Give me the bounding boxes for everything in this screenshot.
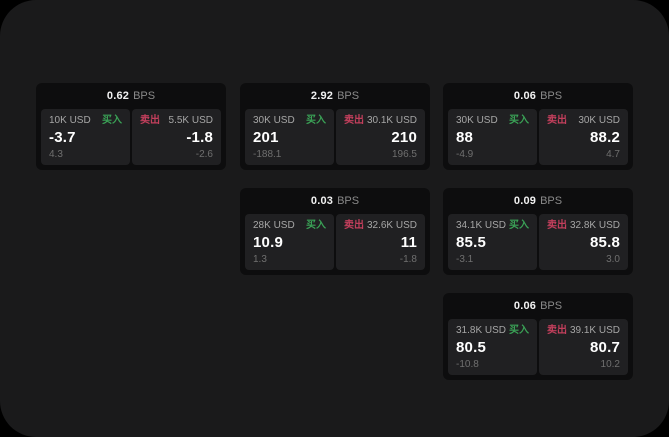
bps-value: 0.06 bbox=[513, 300, 537, 312]
buy-panel[interactable]: 30K USD 买入 201 -188.1 bbox=[245, 109, 334, 165]
buy-price: 85.5 bbox=[456, 233, 486, 251]
quote-panels: 28K USD 买入 10.9 1.3 卖出 32.6K USD 11 -1.8 bbox=[240, 214, 430, 275]
sell-sub-value: 4.7 bbox=[606, 149, 620, 160]
buy-price: 88 bbox=[456, 128, 474, 146]
buy-price: -3.7 bbox=[49, 128, 76, 146]
sell-amount: 30K USD bbox=[578, 115, 620, 126]
sell-amount: 32.6K USD bbox=[366, 220, 417, 231]
buy-side-label: 买入 bbox=[509, 220, 529, 231]
buy-price: 80.5 bbox=[456, 338, 486, 356]
buy-amount: 28K USD bbox=[253, 220, 295, 231]
bps-unit-label: BPS bbox=[540, 195, 563, 207]
sell-side-label: 卖出 bbox=[344, 220, 364, 231]
sell-amount: 30.1K USD bbox=[366, 115, 417, 126]
sell-sub-value: -1.8 bbox=[399, 254, 417, 265]
bps-value: 0.03 bbox=[310, 195, 334, 207]
buy-side-label: 买入 bbox=[306, 220, 326, 231]
bps-header: 0.09 BPS bbox=[443, 188, 633, 214]
sell-sub-value: 196.5 bbox=[391, 149, 417, 160]
buy-panel[interactable]: 34.1K USD 买入 85.5 -3.1 bbox=[448, 214, 537, 270]
sell-amount: 5.5K USD bbox=[168, 115, 213, 126]
buy-price: 201 bbox=[253, 128, 279, 146]
sell-sub-value: 3.0 bbox=[606, 254, 620, 265]
sell-panel[interactable]: 卖出 32.8K USD 85.8 3.0 bbox=[539, 214, 628, 270]
bps-value: 2.92 bbox=[310, 90, 334, 102]
bps-header: 2.92 BPS bbox=[240, 83, 430, 109]
sell-amount: 32.8K USD bbox=[569, 220, 620, 231]
bps-unit-label: BPS bbox=[540, 90, 563, 102]
buy-amount: 34.1K USD bbox=[456, 220, 507, 231]
buy-side-label: 买入 bbox=[102, 115, 122, 126]
bps-value: 0.09 bbox=[513, 195, 537, 207]
quote-panels: 30K USD 买入 201 -188.1 卖出 30.1K USD 210 1… bbox=[240, 109, 430, 170]
buy-sub-value: -10.8 bbox=[456, 359, 479, 370]
buy-side-label: 买入 bbox=[509, 325, 529, 336]
sell-price: -1.8 bbox=[186, 128, 213, 146]
sell-panel[interactable]: 卖出 30.1K USD 210 196.5 bbox=[336, 109, 425, 165]
quote-card: 0.06 BPS 31.8K USD 买入 80.5 -10.8 卖出 39.1… bbox=[443, 293, 633, 380]
sell-price: 210 bbox=[391, 128, 417, 146]
sell-price: 80.7 bbox=[590, 338, 620, 356]
buy-amount: 10K USD bbox=[49, 115, 91, 126]
buy-sub-value: -3.1 bbox=[456, 254, 474, 265]
sell-panel[interactable]: 卖出 5.5K USD -1.8 -2.6 bbox=[132, 109, 221, 165]
sell-price: 85.8 bbox=[590, 233, 620, 251]
buy-panel[interactable]: 31.8K USD 买入 80.5 -10.8 bbox=[448, 319, 537, 375]
sell-side-label: 卖出 bbox=[547, 220, 567, 231]
sell-price: 11 bbox=[400, 233, 417, 251]
bps-unit-label: BPS bbox=[337, 195, 360, 207]
buy-side-label: 买入 bbox=[509, 115, 529, 126]
buy-panel[interactable]: 28K USD 买入 10.9 1.3 bbox=[245, 214, 334, 270]
buy-sub-value: -188.1 bbox=[253, 149, 282, 160]
quote-panels: 10K USD 买入 -3.7 4.3 卖出 5.5K USD -1.8 -2.… bbox=[36, 109, 226, 170]
buy-sub-value: 1.3 bbox=[253, 254, 267, 265]
buy-side-label: 买入 bbox=[306, 115, 326, 126]
bps-header: 0.03 BPS bbox=[240, 188, 430, 214]
quote-card: 0.03 BPS 28K USD 买入 10.9 1.3 卖出 32.6K US… bbox=[240, 188, 430, 275]
bps-header: 0.06 BPS bbox=[443, 83, 633, 109]
quote-panels: 34.1K USD 买入 85.5 -3.1 卖出 32.8K USD 85.8… bbox=[443, 214, 633, 275]
buy-price: 10.9 bbox=[253, 233, 283, 251]
sell-panel[interactable]: 卖出 30K USD 88.2 4.7 bbox=[539, 109, 628, 165]
buy-panel[interactable]: 30K USD 买入 88 -4.9 bbox=[448, 109, 537, 165]
bps-unit-label: BPS bbox=[337, 90, 360, 102]
sell-side-label: 卖出 bbox=[547, 115, 567, 126]
sell-sub-value: -2.6 bbox=[195, 149, 213, 160]
quote-card: 0.06 BPS 30K USD 买入 88 -4.9 卖出 30K USD bbox=[443, 83, 633, 170]
buy-amount: 31.8K USD bbox=[456, 325, 507, 336]
quote-panels: 31.8K USD 买入 80.5 -10.8 卖出 39.1K USD 80.… bbox=[443, 319, 633, 380]
sell-panel[interactable]: 卖出 32.6K USD 11 -1.8 bbox=[336, 214, 425, 270]
sell-side-label: 卖出 bbox=[140, 115, 160, 126]
sell-side-label: 卖出 bbox=[344, 115, 364, 126]
sell-side-label: 卖出 bbox=[547, 325, 567, 336]
bps-header: 0.06 BPS bbox=[443, 293, 633, 319]
sell-sub-value: 10.2 bbox=[600, 359, 620, 370]
buy-panel[interactable]: 10K USD 买入 -3.7 4.3 bbox=[41, 109, 130, 165]
sell-price: 88.2 bbox=[590, 128, 620, 146]
buy-amount: 30K USD bbox=[456, 115, 498, 126]
quote-card: 0.62 BPS 10K USD 买入 -3.7 4.3 卖出 5.5K USD bbox=[36, 83, 226, 170]
buy-amount: 30K USD bbox=[253, 115, 295, 126]
buy-sub-value: -4.9 bbox=[456, 149, 474, 160]
quote-panels: 30K USD 买入 88 -4.9 卖出 30K USD 88.2 4.7 bbox=[443, 109, 633, 170]
bps-value: 0.62 bbox=[106, 90, 130, 102]
bps-header: 0.62 BPS bbox=[36, 83, 226, 109]
sell-panel[interactable]: 卖出 39.1K USD 80.7 10.2 bbox=[539, 319, 628, 375]
quote-card: 2.92 BPS 30K USD 买入 201 -188.1 卖出 30.1K … bbox=[240, 83, 430, 170]
quote-card: 0.09 BPS 34.1K USD 买入 85.5 -3.1 卖出 32.8K… bbox=[443, 188, 633, 275]
buy-sub-value: 4.3 bbox=[49, 149, 63, 160]
bps-unit-label: BPS bbox=[133, 90, 156, 102]
sell-amount: 39.1K USD bbox=[569, 325, 620, 336]
bps-value: 0.06 bbox=[513, 90, 537, 102]
bps-unit-label: BPS bbox=[540, 300, 563, 312]
